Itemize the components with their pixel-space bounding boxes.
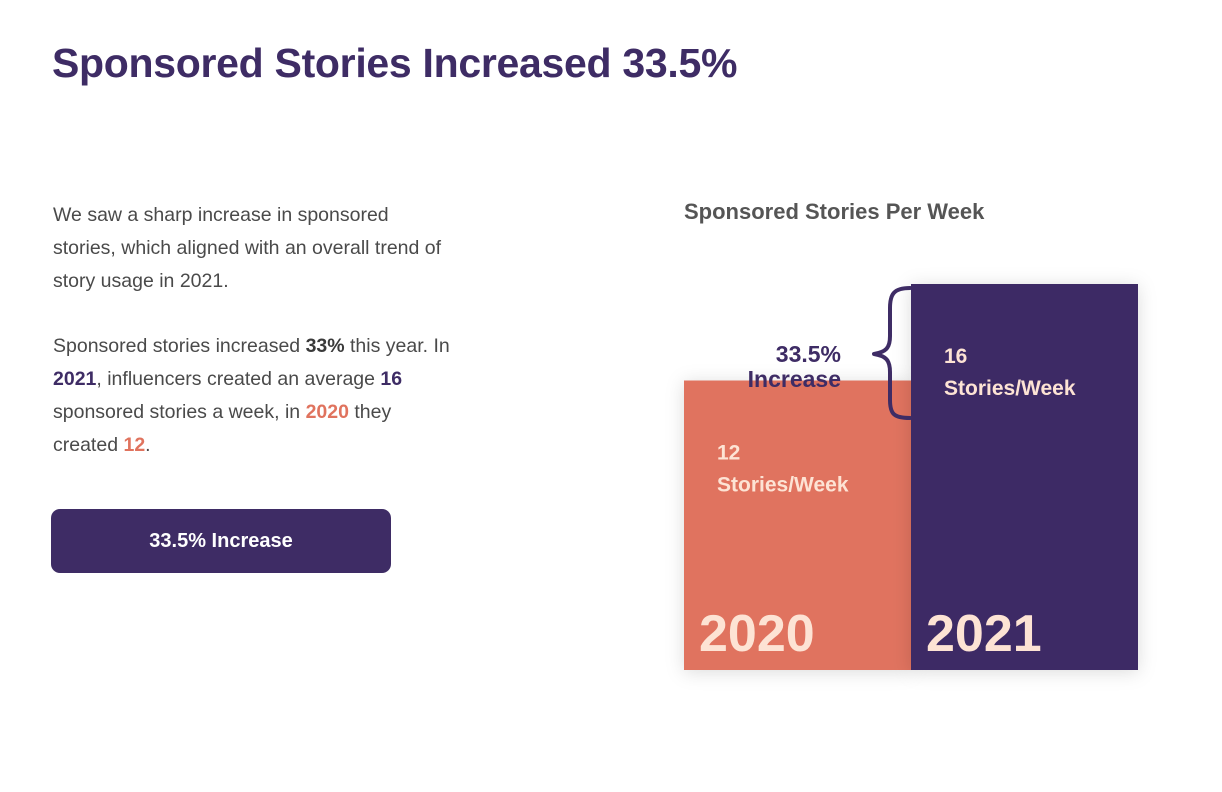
stat-count-2021: 16: [380, 368, 403, 390]
bars-group: 12 Stories/Week 2020 16 Stories/Week 2021: [684, 284, 1138, 670]
bar-value-label-2020: 12: [717, 442, 740, 465]
bar-value-label-2021: Stories/Week: [944, 377, 1076, 400]
stat-count-2020: 12: [123, 434, 146, 456]
bar-value-label-2020: Stories/Week: [717, 474, 849, 497]
chart-title: Sponsored Stories Per Week: [684, 199, 985, 224]
bar-year-label-2021: 2021: [926, 605, 1042, 663]
stat-year-2020: 2020: [305, 401, 349, 423]
body-copy: We saw a sharp increase in sponsored sto…: [53, 199, 453, 462]
stats-paragraph: Sponsored stories increased 33% this yea…: [53, 330, 453, 462]
increase-button[interactable]: 33.5% Increase: [51, 509, 391, 573]
bar-2021: [911, 284, 1138, 670]
increase-label-value: 33.5%: [776, 341, 841, 367]
increase-label-text: Increase: [748, 366, 841, 392]
intro-paragraph: We saw a sharp increase in sponsored sto…: [53, 204, 442, 292]
stats-text: Sponsored stories increased: [53, 335, 306, 357]
brace-icon: [872, 286, 912, 420]
bar-year-label-2020: 2020: [699, 605, 815, 663]
bar-2020: [684, 380, 911, 670]
stats-text: this year. In: [344, 335, 450, 357]
stat-year-2021: 2021: [53, 368, 97, 390]
stats-text: sponsored stories a week, in: [53, 401, 306, 423]
stats-text: they created: [53, 401, 392, 456]
stats-text: .: [145, 434, 151, 456]
page-title: Sponsored Stories Increased 33.5%: [52, 40, 738, 86]
bar-chart: 12 Stories/Week 2020 16 Stories/Week 2021 33.…: [684, 284, 1138, 670]
stat-percent: 33%: [305, 335, 345, 357]
stats-text: , influencers created an average: [96, 368, 381, 390]
bar-value-label-2021: 16: [944, 345, 967, 368]
